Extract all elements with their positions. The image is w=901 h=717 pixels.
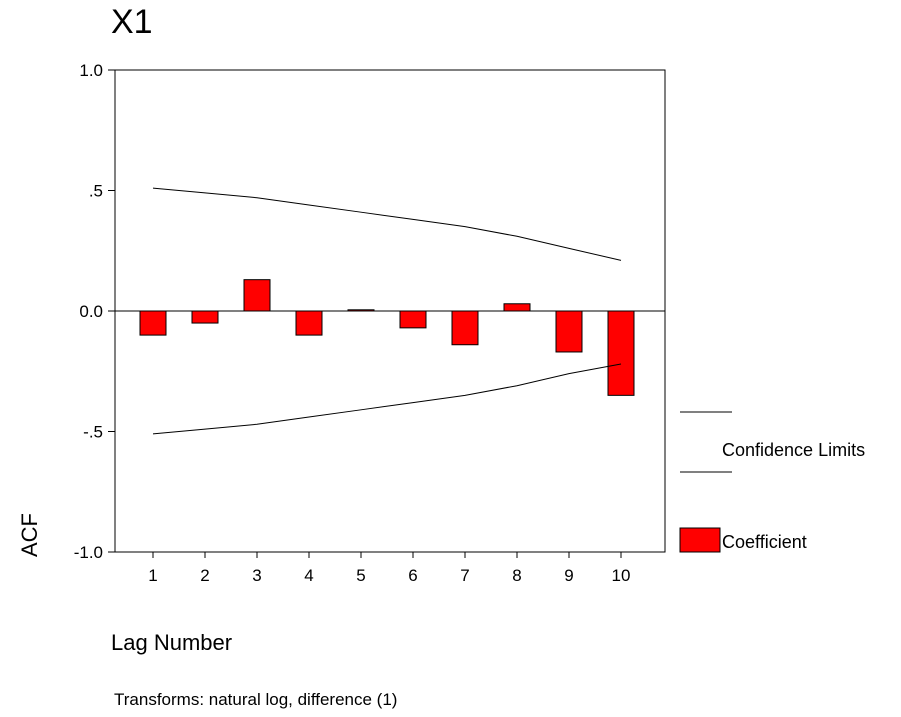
- x-tick-label: 9: [564, 566, 573, 585]
- x-axis: 1 2 3 4 5 6 7 8 9 10: [148, 552, 630, 585]
- coefficient-bar: [243, 279, 271, 312]
- x-tick-label: 7: [460, 566, 469, 585]
- coefficient-bar: [451, 310, 479, 346]
- lower-confidence-limit-line: [152, 363, 622, 435]
- x-tick-label: 1: [148, 566, 157, 585]
- coefficient-bar: [295, 310, 323, 336]
- x-tick-label: 2: [200, 566, 209, 585]
- coefficient-bars: [139, 279, 635, 396]
- transforms-footnote: Transforms: natural log, difference (1): [114, 690, 397, 709]
- legend: Confidence Limits Coefficient: [679, 411, 865, 553]
- x-axis-label: Lag Number: [111, 630, 232, 655]
- coefficient-bar: [191, 310, 219, 324]
- x-tick-label: 8: [512, 566, 521, 585]
- coefficient-bar: [399, 310, 427, 329]
- y-tick-label: -.5: [83, 423, 103, 442]
- y-tick-label: 1.0: [79, 61, 103, 80]
- legend-confidence-label: Confidence Limits: [722, 440, 865, 460]
- y-tick-label: 0.0: [79, 302, 103, 321]
- x-tick-label: 4: [304, 566, 313, 585]
- upper-confidence-limit-line: [152, 187, 622, 261]
- coefficient-bar: [503, 303, 531, 312]
- coefficient-bar: [555, 310, 583, 353]
- legend-coefficient-label: Coefficient: [722, 532, 807, 552]
- x-tick-label: 10: [612, 566, 631, 585]
- x-tick-label: 5: [356, 566, 365, 585]
- coefficient-bar: [607, 310, 635, 396]
- x-tick-label: 3: [252, 566, 261, 585]
- y-tick-label: -1.0: [74, 543, 103, 562]
- x-tick-label: 6: [408, 566, 417, 585]
- y-tick-label: .5: [89, 182, 103, 201]
- y-axis-label: ACF: [17, 513, 42, 557]
- y-axis: 1.0 .5 0.0 -.5 -1.0: [74, 61, 115, 562]
- legend-coefficient-swatch: [679, 527, 721, 553]
- coefficient-bar: [139, 310, 167, 336]
- chart-title: X1: [111, 3, 153, 41]
